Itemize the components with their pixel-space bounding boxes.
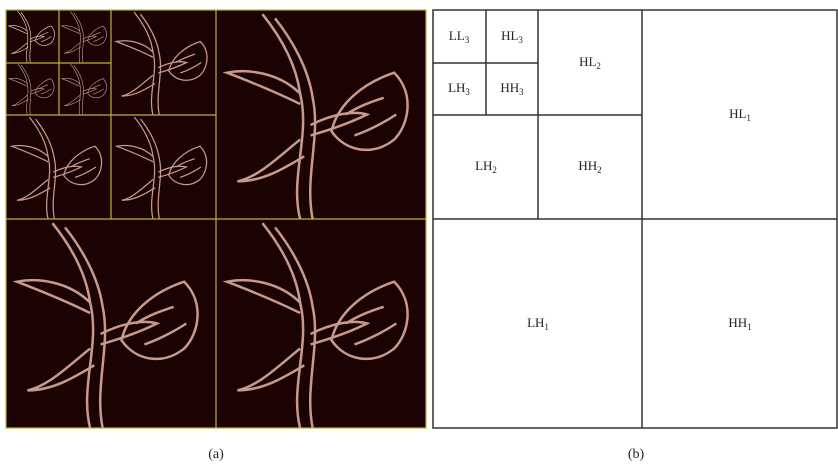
label-subscript: 3 xyxy=(519,87,524,97)
caption: (a) xyxy=(208,447,224,462)
subband-label: LH2 xyxy=(475,158,497,175)
wavelet-image xyxy=(6,10,426,428)
subband-label: HH3 xyxy=(500,80,524,97)
label-text: HL xyxy=(579,54,596,69)
subband-label: HL2 xyxy=(579,54,601,71)
label-text: LH xyxy=(475,158,492,173)
label-text: LH xyxy=(448,80,465,95)
label-subscript: 1 xyxy=(747,322,752,332)
caption: (b) xyxy=(628,447,645,462)
label-text: HH xyxy=(728,315,747,330)
figure: (a) LL3HL3LH3HH3HL2LH2HH2HL1LH1HH1 (b) xyxy=(0,0,838,466)
label-text: LL xyxy=(449,28,465,43)
subband-diagram xyxy=(433,10,837,428)
label-subscript: 3 xyxy=(465,35,470,45)
subband-label: HH2 xyxy=(578,158,601,175)
label-text: HL xyxy=(501,28,518,43)
label-subscript: 2 xyxy=(492,165,497,175)
label-subscript: 1 xyxy=(544,322,549,332)
subband-label: LH3 xyxy=(448,80,470,97)
label-text: HH xyxy=(500,80,519,95)
label-text: HL xyxy=(729,106,746,121)
label-subscript: 3 xyxy=(518,35,523,45)
label-subscript: 1 xyxy=(746,113,751,123)
subband-label: HL1 xyxy=(729,106,751,123)
label-text: LH xyxy=(527,315,544,330)
subband-label: HL3 xyxy=(501,28,523,45)
subband-label: LL3 xyxy=(449,28,470,45)
label-subscript: 2 xyxy=(597,165,602,175)
label-text: HH xyxy=(578,158,597,173)
label-subscript: 2 xyxy=(596,61,601,71)
label-subscript: 3 xyxy=(465,87,470,97)
subband-label: LH1 xyxy=(527,315,549,332)
subband-label: HH1 xyxy=(728,315,751,332)
